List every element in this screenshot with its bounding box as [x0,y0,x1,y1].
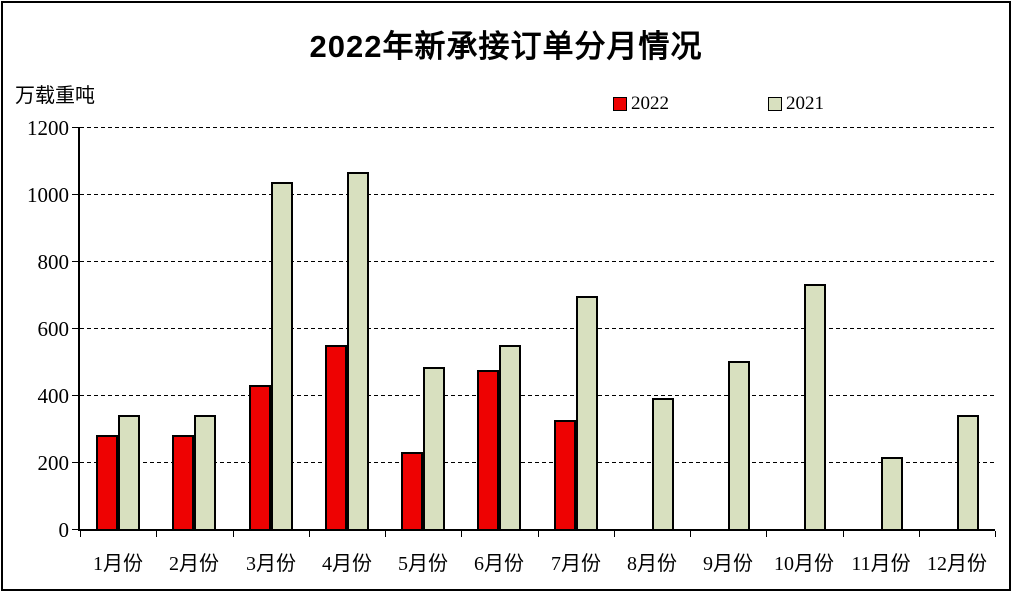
legend-label-2021: 2021 [786,93,824,114]
bar-2021-7月份 [576,296,598,529]
y-axis-tick [72,529,78,530]
legend-item-2022: 2022 [613,93,669,115]
legend-swatch-2022 [613,97,627,111]
gridline-600 [80,328,995,329]
x-tick-label: 2月份 [169,553,219,575]
x-tick-label: 5月份 [398,553,448,575]
bar-2021-9月份 [728,361,750,529]
x-axis-tick [461,531,462,537]
bar-2022-7月份 [554,420,576,529]
y-tick-label: 1000 [27,183,69,207]
bar-2021-8月份 [652,398,674,529]
plot-area [78,127,995,531]
y-tick-label: 1200 [27,116,69,140]
bar-2022-4月份 [325,345,347,529]
bar-2022-2月份 [172,435,194,529]
x-axis-tick [614,531,615,537]
x-tick-label: 9月份 [703,553,753,575]
x-axis-tick [385,531,386,537]
x-axis-tick [156,531,157,537]
x-axis-tick [766,531,767,537]
y-axis-tick [72,261,78,262]
x-tick-label: 6月份 [474,553,524,575]
y-axis-tick [72,194,78,195]
gridline-800 [80,261,995,262]
y-tick-label: 200 [37,451,70,475]
bar-2021-10月份 [804,284,826,529]
x-tick-label: 8月份 [627,553,677,575]
x-tick-label: 11月份 [851,553,911,575]
y-axis-tick [72,328,78,329]
bar-2022-6月份 [477,370,499,529]
y-axis-unit-label: 万载重吨 [15,85,95,107]
gridline-1000 [80,194,995,195]
y-axis-tick [72,127,78,128]
bar-2022-3月份 [249,385,271,529]
bar-2022-5月份 [401,452,423,529]
x-axis-tick [919,531,920,537]
y-tick-label: 600 [37,317,70,341]
x-axis-tick [80,531,81,537]
y-tick-label: 400 [37,384,70,408]
y-axis-tick [72,395,78,396]
x-axis-tick [538,531,539,537]
bar-2022-1月份 [96,435,118,529]
x-tick-label: 4月份 [322,553,372,575]
bar-2021-11月份 [881,457,903,529]
x-tick-label: 12月份 [927,553,987,575]
x-axis-tick [233,531,234,537]
x-axis-tick [690,531,691,537]
chart-title: 2022年新承接订单分月情况 [309,29,703,64]
gridline-200 [80,462,995,463]
bar-2021-4月份 [347,172,369,529]
bar-2021-1月份 [118,415,140,529]
y-tick-label: 800 [37,250,70,274]
x-axis-tick [843,531,844,537]
x-tick-label: 3月份 [246,553,296,575]
legend-label-2022: 2022 [631,93,669,114]
x-axis-tick [309,531,310,537]
y-axis-tick [72,462,78,463]
legend-item-2021: 2021 [768,93,824,115]
bar-2021-6月份 [499,345,521,529]
x-axis-tick [995,531,996,537]
bar-2021-2月份 [194,415,216,529]
legend-swatch-2021 [768,97,782,111]
x-tick-label: 7月份 [551,553,601,575]
bar-2021-3月份 [271,182,293,529]
gridline-1200 [80,127,995,128]
x-tick-label: 1月份 [93,553,143,575]
x-tick-label: 10月份 [774,553,834,575]
gridline-400 [80,395,995,396]
bar-2021-5月份 [423,367,445,529]
bar-2021-12月份 [957,415,979,529]
y-tick-label: 0 [58,518,70,542]
